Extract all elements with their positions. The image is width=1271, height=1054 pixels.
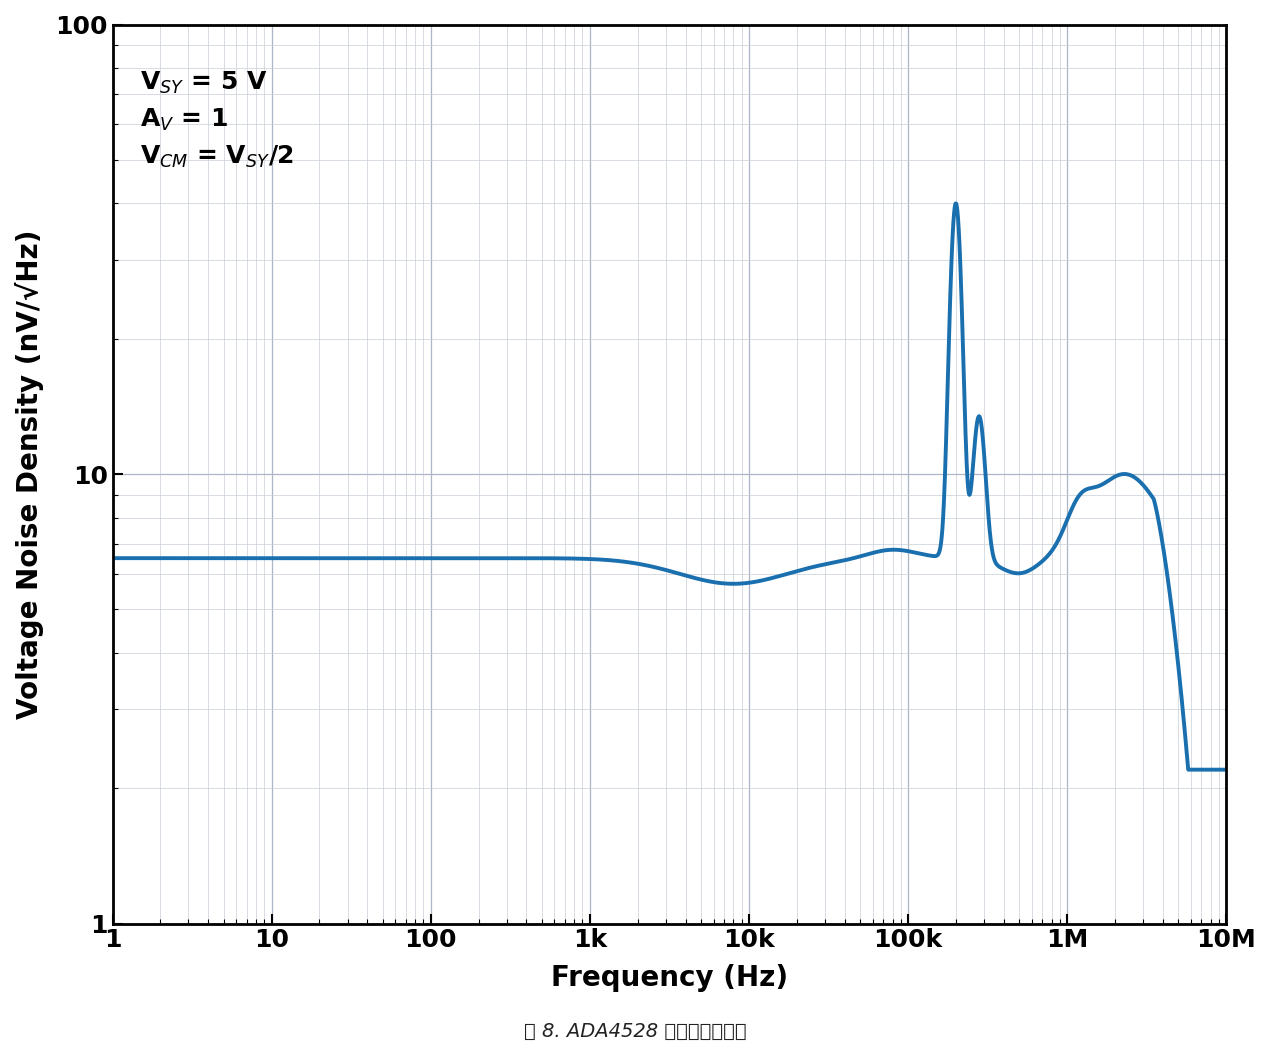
- Text: V$_{SY}$ = 5 V
A$_{V}$ = 1
V$_{CM}$ = V$_{SY}$/2: V$_{SY}$ = 5 V A$_{V}$ = 1 V$_{CM}$ = V$…: [140, 70, 294, 170]
- Y-axis label: Voltage Noise Density (nV/√Hz): Voltage Noise Density (nV/√Hz): [15, 230, 44, 719]
- Text: 图 8. ADA4528 的噪声密度曲线: 图 8. ADA4528 的噪声密度曲线: [524, 1022, 747, 1041]
- X-axis label: Frequency (Hz): Frequency (Hz): [550, 963, 788, 992]
